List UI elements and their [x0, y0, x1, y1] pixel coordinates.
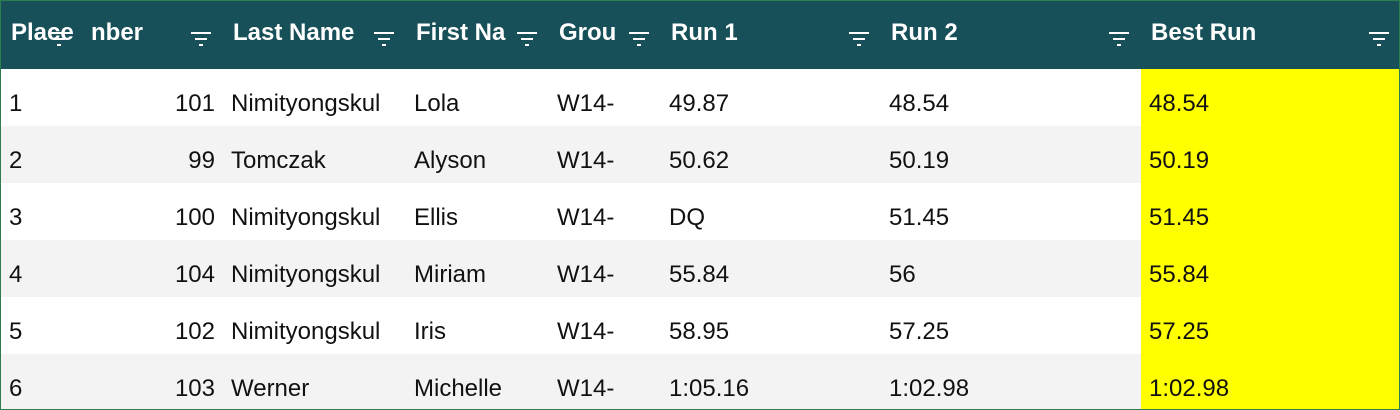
- table-cell: 1: [9, 90, 23, 117]
- table-cell: W14-: [557, 90, 615, 117]
- column-header[interactable]: Last Name: [223, 1, 406, 69]
- column-header[interactable]: Run 1: [661, 1, 881, 69]
- table-cell: 50.19: [881, 126, 1141, 183]
- table-cell: 4: [1, 240, 81, 297]
- table-cell: 51.45: [1141, 183, 1399, 240]
- table-cell: W14-: [549, 240, 661, 297]
- column-header[interactable]: First Na: [406, 1, 549, 69]
- table-cell: Miriam: [406, 240, 549, 297]
- table-cell: Iris: [414, 318, 446, 345]
- table-cell: 50.19: [1141, 126, 1399, 183]
- table-cell: 1:02.98: [1141, 354, 1399, 409]
- table-cell: 56: [881, 240, 1141, 297]
- column-header[interactable]: nber: [81, 1, 223, 69]
- filter-icon[interactable]: [372, 30, 396, 48]
- table-cell: Alyson: [406, 126, 549, 183]
- table-cell: W14-: [557, 318, 615, 345]
- filter-icon[interactable]: [1367, 30, 1391, 48]
- table-cell: Michelle: [406, 354, 549, 409]
- column-header[interactable]: Best Run: [1141, 1, 1399, 69]
- table-cell: 58.95: [669, 318, 730, 345]
- filter-icon[interactable]: [47, 30, 71, 48]
- table-cell: Nimityongskul: [223, 240, 406, 297]
- table-cell: Lola: [414, 90, 460, 117]
- table-cell: 48.54: [1141, 69, 1399, 126]
- column-header[interactable]: Run 2: [881, 1, 1141, 69]
- filter-icon[interactable]: [847, 30, 871, 48]
- table-cell: 101: [174, 90, 215, 117]
- table-cell: 5: [9, 318, 23, 345]
- table-cell: 103: [81, 354, 223, 409]
- table-cell: 55.84: [661, 240, 881, 297]
- table-cell: 49.87: [669, 90, 730, 117]
- table-cell: Nimityongskul: [231, 318, 381, 345]
- table-cell: 55.84: [1141, 240, 1399, 297]
- table-cell: Ellis: [414, 204, 459, 231]
- column-header[interactable]: Grou: [549, 1, 661, 69]
- table-cell: 57.25: [1141, 297, 1399, 354]
- table-cell: 1:02.98: [881, 354, 1141, 409]
- table-cell: DQ: [669, 204, 705, 231]
- table-cell: W14-: [549, 126, 661, 183]
- table-cell: 6: [1, 354, 81, 409]
- table-cell: 1:05.16: [661, 354, 881, 409]
- table-cell: Nimityongskul: [231, 90, 381, 117]
- table-cell: 102: [174, 318, 215, 345]
- table-cell: 50.62: [661, 126, 881, 183]
- filter-icon[interactable]: [515, 30, 539, 48]
- filter-icon[interactable]: [1107, 30, 1131, 48]
- table-cell: 100: [174, 204, 215, 231]
- table-cell: 99: [81, 126, 223, 183]
- table-cell: 2: [1, 126, 81, 183]
- table-cell: Tomczak: [223, 126, 406, 183]
- table-cell: Werner: [223, 354, 406, 409]
- table-cell: 57.25: [889, 318, 950, 345]
- filter-icon[interactable]: [189, 30, 213, 48]
- table-cell: 51.45: [889, 204, 950, 231]
- table-cell: W14-: [557, 204, 615, 231]
- filter-icon[interactable]: [627, 30, 651, 48]
- table-cell: 48.54: [889, 90, 950, 117]
- table-cell: 3: [9, 204, 23, 231]
- table-cell: W14-: [549, 354, 661, 409]
- table-cell: 104: [81, 240, 223, 297]
- table-cell: Nimityongskul: [231, 204, 381, 231]
